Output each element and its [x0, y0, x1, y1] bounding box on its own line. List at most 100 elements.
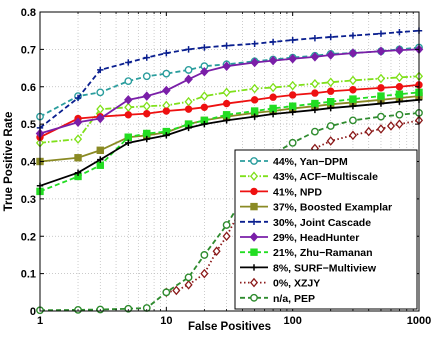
data-point — [326, 122, 335, 130]
data-point — [311, 127, 319, 136]
data-point — [327, 33, 334, 41]
data-point — [200, 251, 209, 259]
legend-item: 44%, Yan−DPM — [240, 156, 348, 168]
y-tick-label: 0.2 — [21, 231, 36, 243]
data-point — [223, 117, 230, 124]
legend-item: 30%, Joint Cascade — [240, 217, 371, 229]
legend-item: 8%, SURF−Multiview — [240, 262, 377, 274]
data-point — [249, 232, 259, 242]
data-point — [311, 89, 319, 97]
data-point — [377, 84, 385, 92]
legend-item: 37%, Boosted Examplar — [240, 202, 392, 214]
legend-label: 43%, ACF−Multiscale — [273, 171, 378, 183]
data-point — [200, 268, 209, 279]
data-point — [269, 110, 277, 118]
legend-item: 41%, NPD — [240, 186, 322, 198]
data-point — [96, 146, 104, 154]
data-point — [288, 80, 297, 91]
data-point — [222, 87, 231, 98]
data-point — [73, 117, 83, 128]
legend-item: 29%, HeadHunter — [240, 232, 359, 244]
data-point — [73, 134, 83, 144]
data-point — [142, 72, 151, 81]
data-point — [74, 169, 82, 176]
data-point — [348, 130, 357, 141]
x-axis-label: False Positives — [188, 321, 271, 333]
data-point — [310, 52, 320, 62]
series-group — [36, 27, 423, 132]
data-point — [395, 72, 404, 83]
data-point — [184, 105, 193, 113]
data-point — [124, 133, 133, 141]
data-point — [200, 67, 209, 77]
data-point — [125, 59, 132, 66]
x-tick-label: 1 — [37, 315, 43, 327]
data-point — [163, 132, 170, 139]
series-line — [39, 46, 420, 118]
series-group — [36, 96, 423, 189]
data-point — [222, 99, 231, 108]
data-point — [200, 91, 209, 101]
y-tick-label: 0 — [30, 306, 36, 318]
legend-label: 8%, SURF−Multiview — [273, 262, 377, 274]
data-point — [250, 96, 259, 104]
data-point — [162, 85, 171, 96]
data-point — [268, 55, 278, 66]
data-point — [74, 94, 82, 102]
data-point — [349, 116, 357, 125]
data-point — [250, 218, 258, 225]
data-point — [200, 103, 209, 112]
data-point — [143, 109, 151, 118]
data-point — [222, 111, 231, 119]
data-point — [376, 124, 386, 134]
legend-label: 30%, Joint Cascade — [273, 217, 371, 229]
data-point — [249, 277, 259, 288]
data-point — [386, 121, 396, 131]
data-point — [377, 30, 385, 37]
data-point — [349, 95, 357, 103]
series-group — [35, 71, 424, 148]
data-point — [326, 77, 335, 88]
data-point — [201, 44, 208, 51]
data-point — [143, 54, 150, 61]
data-point — [326, 98, 335, 106]
data-point — [124, 111, 133, 119]
data-point — [142, 91, 152, 101]
data-point — [250, 107, 259, 115]
data-point — [222, 231, 231, 242]
data-point — [125, 139, 132, 147]
data-point — [143, 129, 151, 138]
data-point — [162, 107, 171, 115]
data-point — [184, 66, 193, 74]
data-point — [223, 42, 230, 49]
data-point — [222, 61, 231, 71]
data-point — [251, 40, 258, 47]
series-line — [39, 95, 420, 163]
data-point — [124, 95, 133, 105]
legend-item: 21%, Zhu−Ramanan — [240, 247, 373, 259]
data-point — [96, 113, 105, 124]
y-tick-label: 0.7 — [21, 44, 36, 56]
data-point — [348, 75, 357, 86]
data-point — [395, 45, 404, 55]
data-point — [348, 48, 358, 58]
data-point — [395, 119, 404, 129]
legend-item: n/a, PEP — [240, 293, 315, 305]
data-point — [250, 293, 258, 302]
data-point — [326, 50, 335, 60]
series-line — [39, 83, 420, 139]
x-tick-label: 100 — [283, 315, 301, 327]
data-point — [184, 280, 193, 290]
data-point — [249, 171, 259, 182]
y-tick-label: 0.4 — [21, 157, 37, 169]
data-point — [349, 86, 357, 94]
data-point — [396, 98, 403, 105]
data-point — [250, 157, 258, 165]
series-group — [36, 81, 423, 141]
data-point — [269, 82, 278, 93]
data-point — [97, 66, 104, 74]
data-point — [163, 49, 170, 57]
data-point — [250, 248, 258, 256]
series-layer — [35, 27, 424, 315]
data-point — [349, 102, 357, 110]
